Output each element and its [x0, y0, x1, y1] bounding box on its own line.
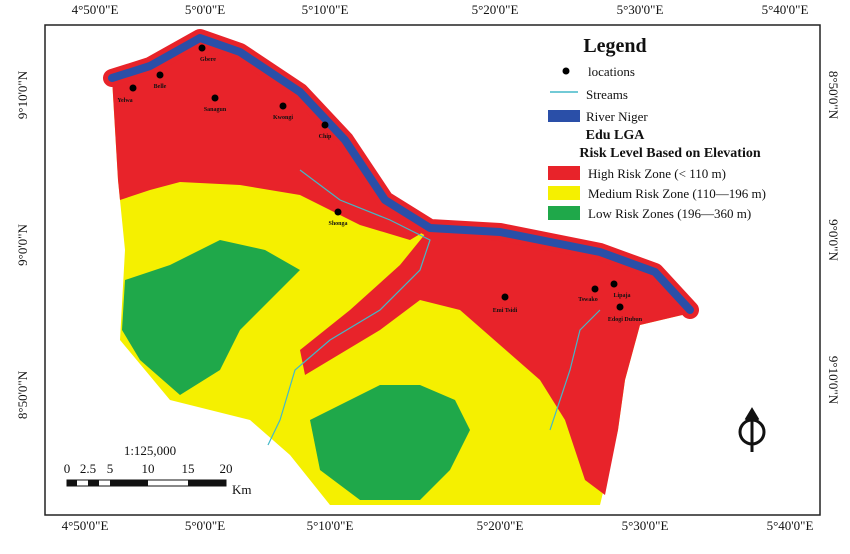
scale-segment [188, 480, 226, 486]
location-label: Edogi Dubun [608, 317, 643, 323]
legend: Legend locations Streams River Niger Edu… [548, 35, 766, 221]
location-label: Chip [319, 134, 332, 140]
high-zone-north [112, 38, 430, 240]
locations: Yelwa Belle Gbere Sanagun Kwongi Chip Sh… [117, 44, 643, 323]
location-label: Belle [154, 84, 167, 90]
legend-label: Low Risk Zones (196—360 m) [588, 206, 751, 221]
coord-label: 9°0'0"N [826, 219, 841, 261]
legend-label: High Risk Zone (< 110 m) [588, 166, 726, 181]
legend-heading: Edu LGA [586, 128, 646, 143]
legend-swatch [548, 166, 580, 180]
scale-segment [110, 480, 148, 486]
scale-tick: 5 [107, 461, 114, 476]
coordinates: 4°50'0"E 5°0'0"E 5°10'0"E 5°20'0"E 5°30'… [15, 2, 841, 533]
location-dot [616, 303, 624, 311]
coord-label: 8°50'0"N [15, 370, 30, 419]
legend-label: locations [588, 64, 635, 79]
river-niger [108, 34, 694, 314]
scale-tick: 2.5 [80, 461, 96, 476]
stream [549, 309, 601, 431]
streams [267, 169, 601, 446]
location-dot [610, 280, 618, 288]
coord-label: 5°0'0"E [185, 2, 225, 17]
compass-tip [744, 407, 760, 421]
location-dot [501, 293, 509, 301]
location-label: Lipaja [613, 293, 630, 299]
coord-label: 4°50'0"E [62, 518, 109, 533]
location-dot [211, 94, 219, 102]
location-dot [129, 84, 137, 92]
coord-label: 9°10'0"N [15, 70, 30, 119]
coord-label: 5°10'0"E [307, 518, 354, 533]
lga-area [112, 38, 695, 505]
legend-heading: Risk Level Based on Elevation [579, 146, 760, 161]
stream [267, 169, 431, 446]
scale-tick: 20 [220, 461, 233, 476]
location-label: Yelwa [117, 98, 132, 104]
legend-label: River Niger [586, 109, 648, 124]
scale-tick: 15 [182, 461, 195, 476]
scale-segment [88, 480, 99, 486]
scale-tick: 0 [64, 461, 71, 476]
legend-title: Legend [583, 35, 646, 57]
north-arrow [738, 407, 766, 452]
coord-label: 8°50'0"N [826, 71, 841, 120]
location-label: Sanagun [204, 107, 227, 113]
location-dot [334, 208, 342, 216]
legend-dot [562, 67, 570, 75]
location-label: Emi Tsidi [493, 308, 518, 314]
scale-unit: Km [232, 482, 252, 497]
legend-swatch [548, 110, 580, 122]
coord-label: 5°20'0"E [477, 518, 524, 533]
coord-label: 4°50'0"E [72, 2, 119, 17]
location-dot [198, 44, 206, 52]
low-zone-west [122, 240, 300, 395]
location-dot [156, 71, 164, 79]
coord-label: 5°40'0"E [762, 2, 809, 17]
legend-label: Streams [586, 87, 628, 102]
legend-label: Medium Risk Zone (110—196 m) [588, 186, 766, 201]
coord-label: 9°0'0"N [15, 224, 30, 266]
low-zone-south [310, 385, 470, 500]
coord-label: 5°40'0"E [767, 518, 814, 533]
location-dot [321, 121, 329, 129]
coord-label: 5°10'0"E [302, 2, 349, 17]
coord-label: 5°30'0"E [622, 518, 669, 533]
legend-swatch [548, 186, 580, 200]
coord-label: 5°30'0"E [617, 2, 664, 17]
scale-ratio: 1:125,000 [124, 443, 176, 458]
scale-segment [67, 480, 77, 486]
scale-tick: 10 [142, 461, 155, 476]
legend-swatch [548, 206, 580, 220]
scale-bar: 1:125,000 0 2.5 5 10 15 20 Km [64, 443, 252, 497]
location-label: Gbere [200, 57, 216, 63]
coord-label: 5°20'0"E [472, 2, 519, 17]
location-dot [279, 102, 287, 110]
location-label: Tswako [578, 297, 597, 303]
location-label: Shonga [328, 221, 347, 227]
location-label: Kwongi [273, 115, 293, 121]
high-zone-east [300, 228, 695, 495]
coord-label: 9°10'0"N [826, 356, 841, 405]
location-dot [591, 285, 599, 293]
coord-label: 5°0'0"E [185, 518, 225, 533]
